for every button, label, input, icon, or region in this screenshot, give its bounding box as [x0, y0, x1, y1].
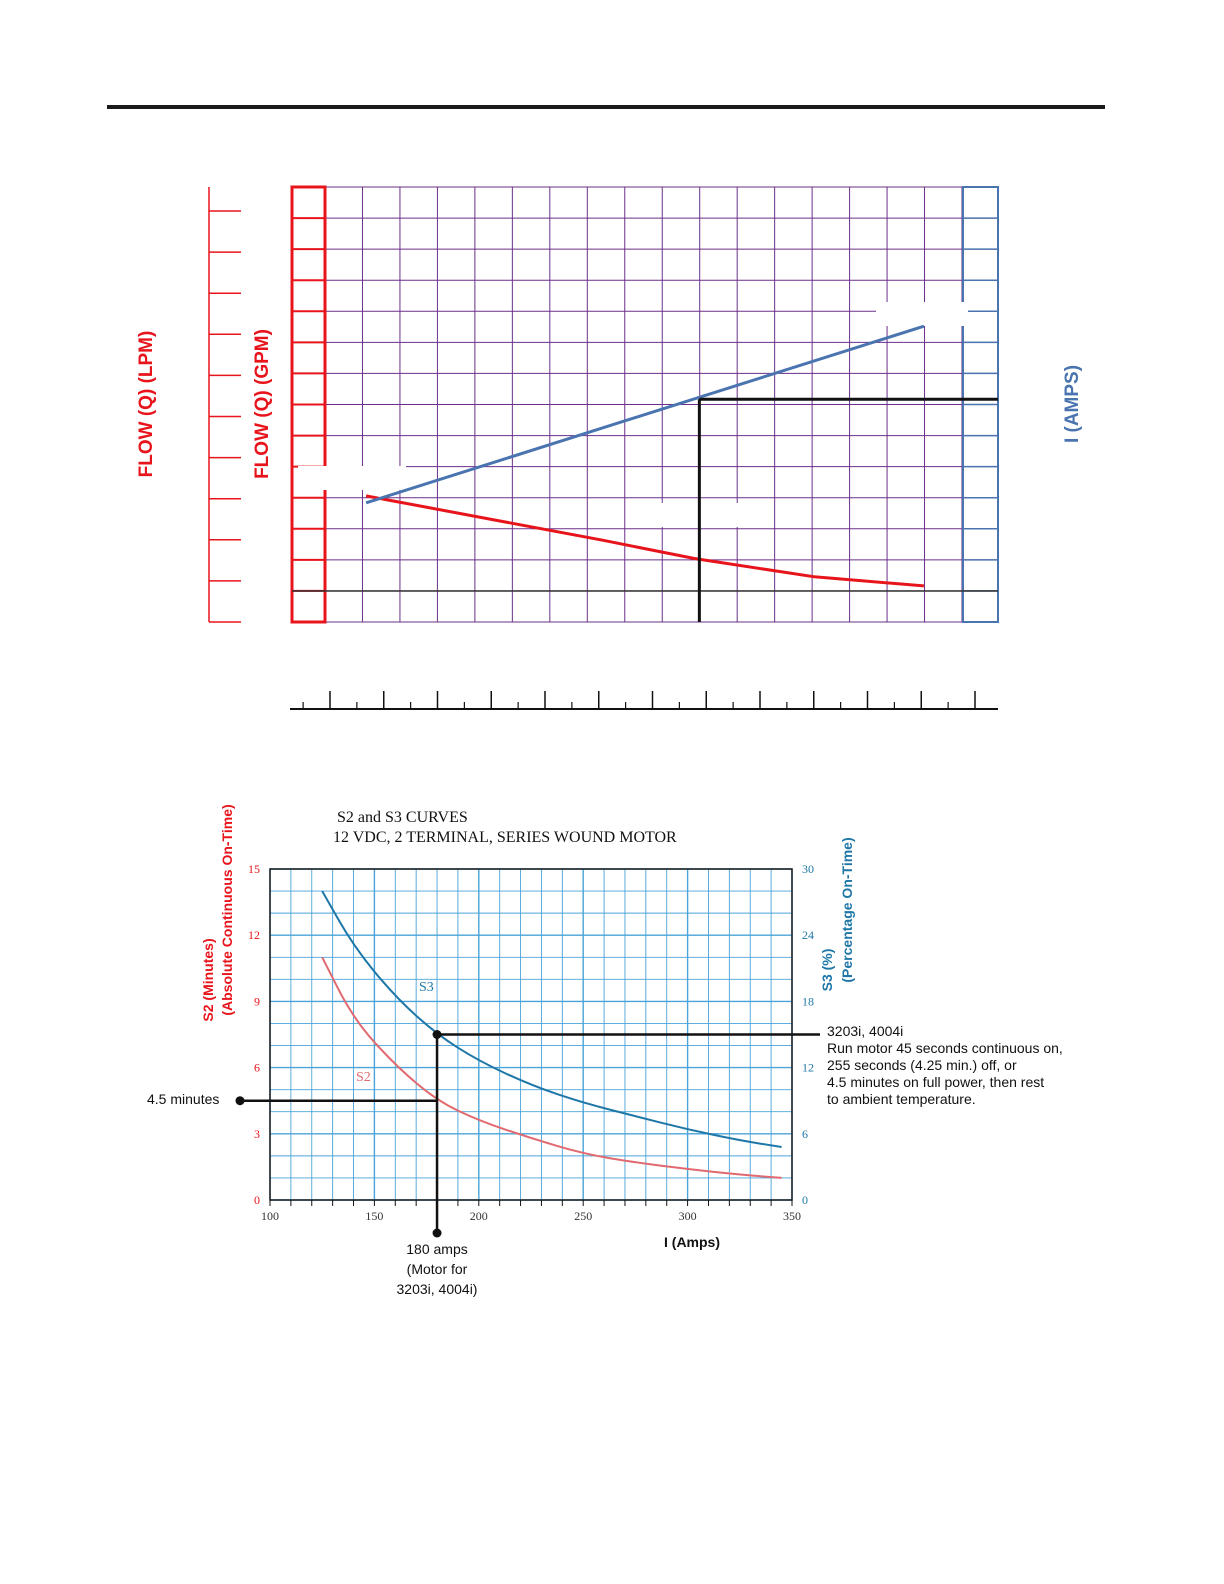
- chart-subtitle: 12 VDC, 2 TERMINAL, SERIES WOUND MOTOR: [333, 829, 677, 846]
- x-tick-label: 300: [679, 1209, 697, 1223]
- page-rule: [107, 105, 1105, 109]
- left-tick-ruler: [208, 187, 241, 623]
- s3-axis-label: S3 (%): [819, 949, 835, 992]
- amps-annotation-line1: 180 amps: [406, 1241, 467, 1257]
- amps-axis-label: I (AMPS): [1062, 365, 1083, 443]
- s2-tick-label: 0: [254, 1193, 260, 1207]
- flow-amps-chart: FLOW (Q) (LPM) FLOW (Q) (GPM) I (AMPS): [136, 185, 1083, 710]
- note-line5: to ambient temperature.: [827, 1091, 976, 1107]
- x-tick-label: 150: [365, 1209, 383, 1223]
- s3-curve: [321, 890, 782, 1148]
- mask: [876, 302, 968, 326]
- x-tick-label: 100: [261, 1209, 279, 1223]
- bottom-annotations: [235, 1030, 820, 1238]
- s3-tick-label: 24: [802, 928, 814, 942]
- s2-tick-label: 3: [254, 1127, 260, 1141]
- s3-axis-sublabel: (Percentage On-Time): [839, 837, 855, 982]
- s2-tick-label: 12: [248, 928, 260, 942]
- s2-tick-label: 9: [254, 994, 260, 1008]
- bottom-tick-ruler: [290, 691, 998, 710]
- note-line4: 4.5 minutes on full power, then rest: [827, 1074, 1044, 1090]
- bottom-series: S2 S3: [321, 890, 782, 1179]
- s2-tick-label: 6: [254, 1061, 260, 1075]
- x-axis-label: I (Amps): [664, 1234, 720, 1250]
- flow-lpm-axis-label: FLOW (Q) (LPM): [136, 331, 157, 478]
- s3-tick-label: 30: [802, 862, 814, 876]
- s3-series-label: S3: [419, 980, 434, 995]
- x-tick-label: 350: [783, 1209, 801, 1223]
- s3-tick-label: 0: [802, 1193, 808, 1207]
- s3-tick-label: 18: [802, 994, 814, 1008]
- flow-gpm-axis-label: FLOW (Q) (GPM): [252, 329, 273, 479]
- x-tick-label: 200: [470, 1209, 488, 1223]
- s2-axis-label: S2 (Minutes): [200, 938, 216, 1021]
- s2-axis-sublabel: (Absolute Continuous On-Time): [219, 804, 235, 1015]
- mask: [298, 466, 406, 490]
- mask: [660, 503, 760, 527]
- s3-tick-label: 6: [802, 1127, 808, 1141]
- s2-tick-label: 15: [248, 862, 260, 876]
- top-series: [365, 324, 998, 622]
- amps-marker-dot: [432, 1228, 442, 1238]
- s3-tick-label: 12: [802, 1061, 814, 1075]
- amps-annotation-line3: 3203i, 4004i): [397, 1281, 478, 1297]
- amps-curve: [365, 324, 925, 505]
- minutes-annotation: 4.5 minutes: [147, 1091, 219, 1107]
- note-line1: 3203i, 4004i: [827, 1023, 903, 1039]
- amps-annotation-line2: (Motor for: [407, 1261, 468, 1277]
- s3-marker-dot: [432, 1030, 442, 1039]
- note-line3: 255 seconds (4.25 min.) off, or: [827, 1057, 1017, 1073]
- s2-series-label: S2: [356, 1070, 371, 1085]
- chart-title: S2 and S3 CURVES: [337, 809, 468, 826]
- bottom-grid: [269, 868, 793, 1206]
- x-tick-label: 250: [574, 1209, 592, 1223]
- flow-curve: [365, 494, 925, 588]
- minutes-marker-dot: [235, 1096, 245, 1106]
- s2-curve: [321, 956, 782, 1179]
- note-line2: Run motor 45 seconds continuous on,: [827, 1040, 1063, 1056]
